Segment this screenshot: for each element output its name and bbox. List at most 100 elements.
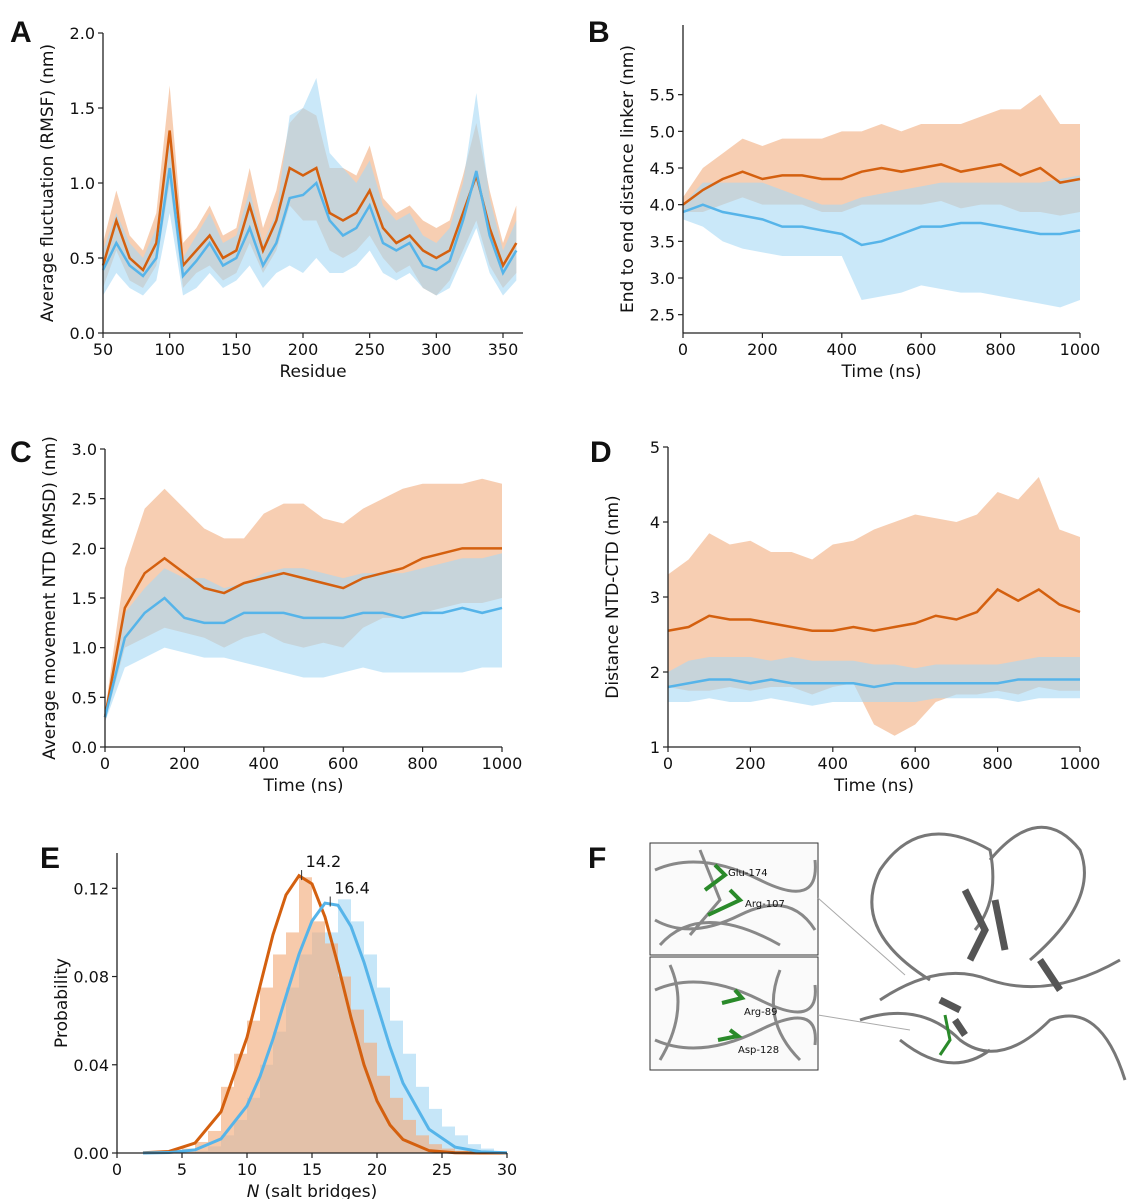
x-axis-label: Time (ns): [841, 362, 922, 382]
panel-label: F: [588, 842, 606, 875]
annotation: 14.2: [306, 852, 342, 871]
line: [682, 163, 1081, 206]
y-tick-label: 3.5: [650, 232, 675, 251]
y-tick-label: 5.0: [650, 122, 675, 141]
inset-ribbon: [654, 964, 817, 1062]
inset-top: [649, 842, 819, 956]
line: [103, 547, 502, 718]
y-tick-label: 0.5: [72, 688, 97, 707]
residue-sticks: [703, 863, 746, 1042]
y-tick-label: 4.5: [650, 159, 675, 178]
hist-bar: [338, 976, 351, 1153]
x-tick-label: 250: [354, 340, 385, 359]
hist-bar: [299, 877, 312, 1153]
x-tick-label: 350: [488, 340, 519, 359]
x-tick-label: 0: [678, 340, 688, 359]
x-tick-label: 5: [177, 1160, 187, 1179]
x-tick-label: 800: [407, 754, 438, 773]
band: [105, 553, 502, 723]
x-axis-label: N (salt bridges): [247, 1182, 377, 1199]
inset-ribbon: [654, 849, 817, 947]
y-tick-label: 2.5: [72, 490, 97, 509]
panel: A 0.0 0.5 1.0 1.5 2.0 50 100 150 200 250 300 350 Resi…: [10, 16, 523, 382]
x-tick-label: 400: [827, 340, 858, 359]
inset-label: Arg-107: [745, 899, 785, 910]
y-axis-label: Average movement NTD (RMSD) (nm): [40, 436, 60, 760]
hist-bar: [234, 1053, 247, 1153]
hist-bar: [260, 987, 273, 1153]
y-tick-label: 2.5: [650, 306, 675, 325]
y-tick-label: 1.5: [70, 99, 95, 118]
x-tick-label: 200: [747, 340, 778, 359]
y-tick-label: 4.0: [650, 196, 675, 215]
panel-label: E: [40, 842, 60, 875]
y-tick-label: 4: [650, 513, 660, 532]
residue-sticks: [938, 1014, 952, 1056]
inset-label: Arg-89: [744, 1007, 777, 1018]
y-tick-label: 1.0: [70, 174, 95, 193]
y-axis-label: End to end distance linker (nm): [618, 45, 638, 313]
panel-label: B: [588, 16, 610, 49]
hist-bar: [429, 1144, 442, 1153]
panel-label: C: [10, 436, 32, 469]
hist-bar: [247, 1020, 260, 1153]
y-tick-label: 0.04: [73, 1056, 109, 1075]
panel-label: A: [10, 16, 32, 49]
panel-f-structure: [649, 825, 1127, 1081]
fit-curve: [142, 901, 508, 1155]
panel-label: D: [590, 436, 612, 469]
x-tick-label: 25: [432, 1160, 452, 1179]
x-tick-label: 1000: [1060, 754, 1101, 773]
line: [101, 130, 518, 273]
line: [682, 203, 1081, 247]
y-tick-label: 0.08: [73, 968, 109, 987]
inset-label: Asp-128: [738, 1045, 779, 1056]
x-axis-label: Time (ns): [833, 776, 914, 796]
y-tick-label: 0.0: [70, 324, 95, 343]
line: [103, 596, 503, 718]
x-tick-label: 0: [663, 754, 673, 773]
y-tick-label: 3.0: [72, 440, 97, 459]
x-tick-label: 600: [328, 754, 359, 773]
x-tick-label: 30: [497, 1160, 517, 1179]
x-tick-label: 200: [735, 754, 766, 773]
y-tick-label: 5: [650, 438, 660, 457]
y-tick-label: 3: [650, 588, 660, 607]
x-tick-label: 0: [112, 1160, 122, 1179]
x-tick-label: 50: [93, 340, 113, 359]
hist-bar: [390, 1097, 403, 1153]
panel: C 0.0 0.5 1.0 1.5 2.0 2.5 3.0 0 200 400 600 800 1000 T…: [10, 436, 522, 796]
y-tick-label: 2.0: [70, 24, 95, 43]
y-tick-label: 0.0: [72, 738, 97, 757]
x-axis-label-text: (salt bridges): [264, 1182, 377, 1199]
annotation: 16.4: [334, 879, 370, 898]
hist-bar: [312, 921, 325, 1153]
y-tick-label: 2.0: [72, 539, 97, 558]
hist-bar: [325, 943, 338, 1153]
x-tick-label: 0: [100, 754, 110, 773]
x-tick-label: 400: [818, 754, 849, 773]
hist-bar: [468, 1144, 481, 1153]
x-tick-label: 100: [154, 340, 185, 359]
fit-curve: [142, 873, 507, 1155]
line: [101, 167, 518, 279]
x-tick-label: 15: [302, 1160, 322, 1179]
hist-bar: [273, 954, 286, 1153]
hist-bar: [351, 1009, 364, 1153]
band: [103, 78, 517, 296]
x-tick-label: 1000: [1060, 340, 1101, 359]
x-tick-label: 10: [237, 1160, 257, 1179]
x-tick-label: 800: [985, 340, 1016, 359]
y-tick-label: 2: [650, 663, 660, 682]
y-axis-label: Distance NTD-CTD (nm): [603, 495, 623, 698]
y-tick-label: 0.00: [73, 1144, 109, 1163]
y-tick-label: 0.5: [70, 249, 95, 268]
y-tick-label: 5.5: [650, 86, 675, 105]
connector: [817, 897, 911, 1031]
y-axis-label: Average fluctuation (RMSF) (nm): [38, 44, 58, 322]
hist-bar: [429, 1108, 442, 1153]
x-tick-label: 20: [367, 1160, 387, 1179]
x-tick-label: 600: [906, 340, 937, 359]
y-tick-label: 0.12: [73, 879, 109, 898]
